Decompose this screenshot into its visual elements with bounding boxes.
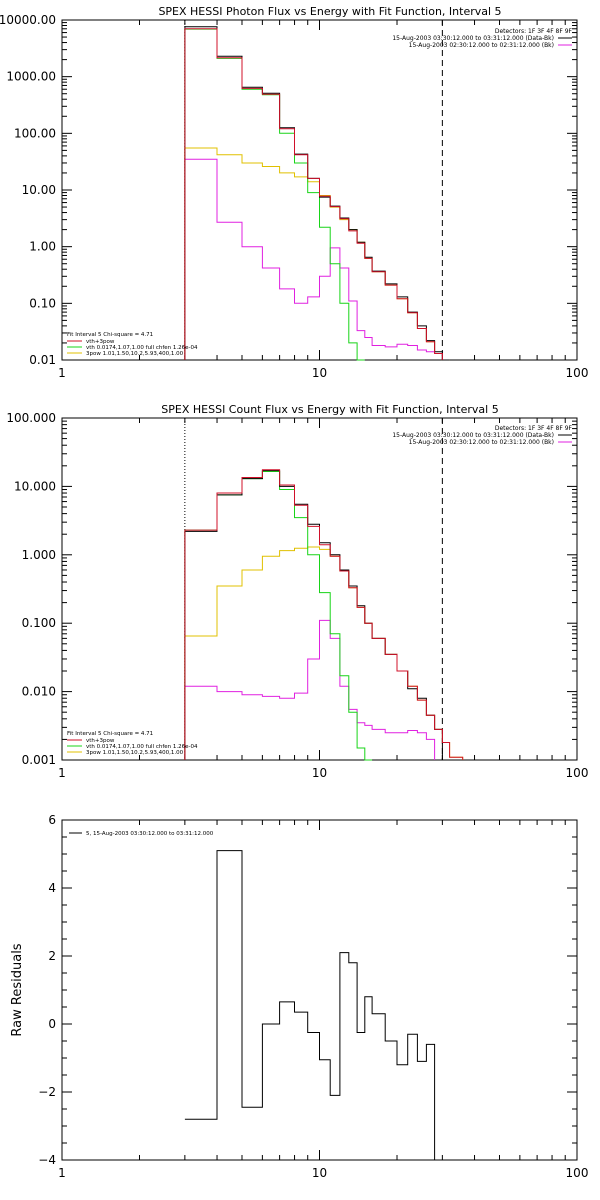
photon-header-detectors: Detectors: 1F 3F 4F 8F 9F [495,28,573,35]
count-legend: Fit Interval 5 Chi-square = 4.71 vth+3po… [67,731,198,756]
y-tick-label: 1.000 [22,548,56,562]
y-tick-label: −2 [38,1085,56,1099]
series-3pow-line [184,546,464,760]
x-tick-label: 100 [566,766,589,780]
residuals-legend-label: 5, 15-Aug-2003 03:30:12.000 to 03:31:12.… [86,831,214,837]
count-axis-ticks: 1 10 100 0.001 0.010 0.100 1.000 10.000 100.000 [6,411,588,780]
y-tick-label: 0 [48,1017,56,1031]
y-tick-label: 10.00 [22,183,56,197]
photon-legend-3pow: 3pow 1.01,1.50,10.2,5.93,400,1.00 [86,351,184,357]
y-tick-label: 0.001 [22,753,56,767]
residuals-series [184,850,436,1160]
count-header-detectors: Detectors: 1F 3F 4F 8F 9F [495,425,573,432]
photon-legend: Fit Interval 5 Chi-square = 4.71 vth+3po… [67,332,198,357]
x-tick-label: 1 [58,766,66,780]
count-panel-title: SPEX HESSI Count Flux vs Energy with Fit… [161,403,498,416]
series-3pow-line [184,147,450,361]
x-tick-label: 10 [312,1166,327,1180]
photon-flux-panel: SPEX HESSI Photon Flux vs Energy with Fi… [0,5,588,380]
x-tick-label: 10 [312,766,327,780]
y-tick-label: 100.00 [14,126,56,140]
y-tick-label: 1000.00 [6,70,56,84]
residuals-plot-frame [61,819,578,1161]
y-tick-label: 1.00 [29,240,56,254]
residuals-legend: 5, 15-Aug-2003 03:30:12.000 to 03:31:12.… [69,831,214,837]
count-legend-total: vth+3pow [86,738,115,744]
photon-legend-fit-info: Fit Interval 5 Chi-square = 4.71 [67,332,153,338]
photon-axis-ticks: 1 10 100 0.01 0.10 1.00 10.00 100.00 1000.00 1000… [0,13,588,380]
series-bk-line [184,158,443,360]
series-vth-line [184,28,365,361]
count-legend-fit-info: Fit Interval 5 Chi-square = 4.71 [67,731,153,737]
count-header-bk-interval: 15-Aug-2003 02:30:12.000 to 02:31:12.000… [409,439,554,446]
count-legend-3pow: 3pow 1.01,1.50,10.2,5.93,400,1.00 [86,750,184,756]
x-tick-label: 10 [312,366,327,380]
photon-header-text: Detectors: 1F 3F 4F 8F 9F 15-Aug-2003 03… [392,28,572,49]
y-tick-label: 0.010 [22,685,56,699]
y-tick-label: −4 [38,1153,56,1167]
y-tick-label: 0.100 [22,616,56,630]
residuals-panel: 1 10 100 −4 −2 0 2 4 6 Raw Residuals 5, 15-Aug-2… [10,813,588,1180]
count-legend-vth: vth 0.0174,1.07,1.00 full chfen 1.26e-04 [86,744,198,750]
y-tick-label: 10000.00 [0,13,56,27]
photon-legend-vth: vth 0.0174,1.07,1.00 full chfen 1.26e-04 [86,345,198,351]
series-bk-line [184,619,436,760]
series-data-bk-line [184,26,450,361]
y-tick-label: 6 [48,813,56,827]
y-tick-label: 4 [48,881,56,895]
x-tick-label: 1 [58,1166,66,1180]
y-tick-label: 0.01 [29,353,56,367]
y-tick-label: 10.000 [14,479,56,493]
y-tick-label: 0.10 [29,296,56,310]
x-tick-label: 1 [58,366,66,380]
photon-header-data-interval: 15-Aug-2003 03:30:12.000 to 03:31:12.000… [392,35,554,42]
y-tick-label: 100.000 [6,411,56,425]
series-5-15-aug-2003-03-30-12-000-to-03-31-12-000-line [184,850,436,1160]
photon-header-bk-interval: 15-Aug-2003 02:30:12.000 to 02:31:12.000… [409,42,554,49]
residuals-axis-ticks: 1 10 100 −4 −2 0 2 4 6 [38,813,588,1180]
residuals-y-axis-label: Raw Residuals [10,943,25,1036]
series-data-bk-line [184,470,443,760]
series-vth-3pow-line [184,469,464,760]
count-header-text: Detectors: 1F 3F 4F 8F 9F 15-Aug-2003 03… [392,425,572,446]
photon-panel-title: SPEX HESSI Photon Flux vs Energy with Fi… [158,5,501,18]
series-vth-3pow-line [184,28,443,360]
series-vth-line [184,471,373,761]
photon-legend-total: vth+3pow [86,339,115,345]
count-flux-panel: SPEX HESSI Count Flux vs Energy with Fit… [6,403,588,780]
photon-series [184,20,450,361]
count-series [184,418,464,761]
y-tick-label: 2 [48,949,56,963]
x-tick-label: 100 [566,366,589,380]
count-header-data-interval: 15-Aug-2003 03:30:12.000 to 03:31:12.000… [392,432,554,439]
x-tick-label: 100 [566,1166,589,1180]
